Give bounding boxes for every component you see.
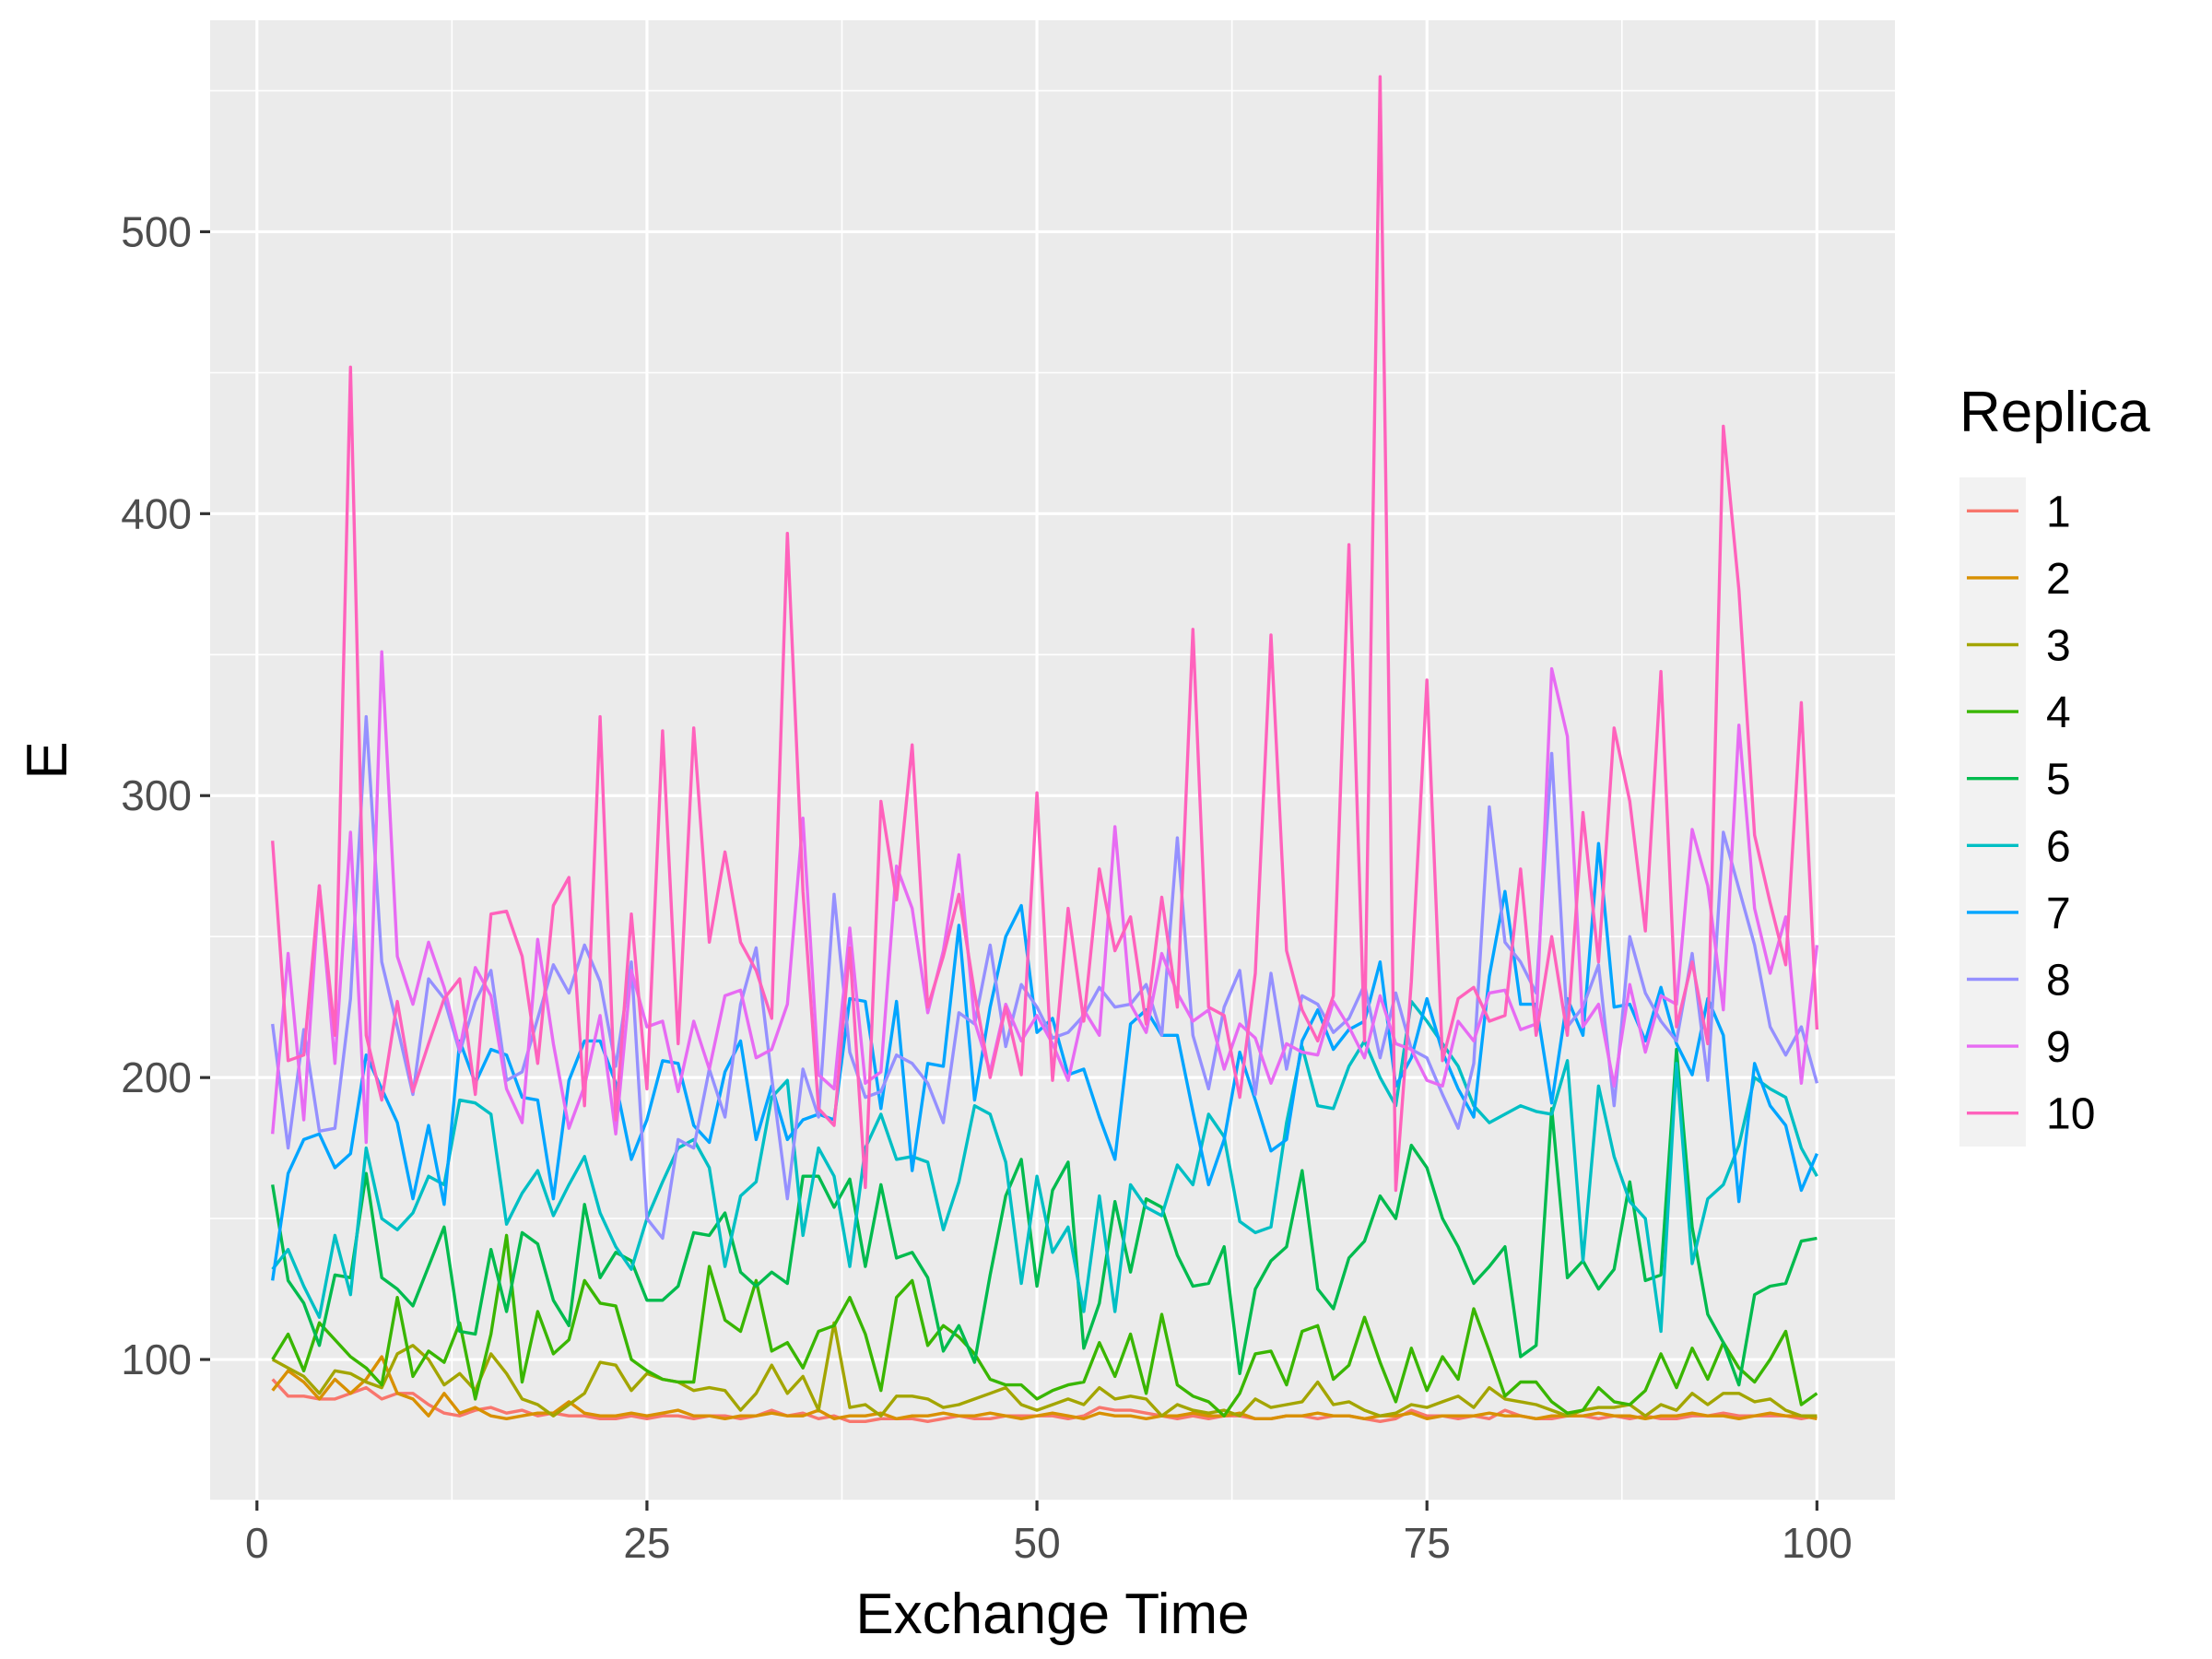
legend-label-replica-1: 1 [2046, 488, 2071, 536]
series-lines [271, 75, 1819, 1424]
y-tick-label: 300 [121, 771, 192, 819]
plot-panel [210, 20, 1895, 1500]
series-line-replica-2 [271, 1355, 1818, 1421]
minor-gridlines [210, 20, 1895, 1501]
legend-label-replica-6: 6 [2046, 822, 2071, 871]
series-line-replica-5 [271, 1047, 1818, 1387]
legend-label-replica-5: 5 [2046, 756, 2071, 805]
x-axis-title: Exchange Time [855, 1583, 1249, 1646]
series-line-replica-6 [271, 999, 1818, 1334]
x-tick-label: 50 [1013, 1519, 1060, 1567]
y-axis-title: E [16, 741, 79, 779]
legend-key-background [1959, 477, 2026, 1147]
legend-label-replica-4: 4 [2046, 688, 2071, 737]
series-line-replica-3 [271, 1321, 1818, 1418]
series-line-replica-10 [271, 75, 1819, 1193]
y-tick-label: 200 [121, 1053, 192, 1101]
legend-label-replica-8: 8 [2046, 957, 2071, 1006]
x-tick-label: 100 [1782, 1519, 1853, 1567]
legend-label-replica-7: 7 [2046, 889, 2071, 938]
legend-label-replica-3: 3 [2046, 622, 2071, 671]
axes: 0 25 50 75 100 100 200 300 400 500 [121, 207, 1852, 1567]
x-tick-label: 75 [1404, 1519, 1451, 1567]
series-line-replica-9 [271, 650, 1819, 1145]
series-line-replica-4 [271, 1233, 1818, 1418]
legend-label-replica-9: 9 [2046, 1023, 2071, 1072]
legend: Replica 1 2 3 4 5 6 7 8 9 10 [1959, 381, 2150, 1147]
y-tick-label: 100 [121, 1335, 192, 1383]
y-tick-label: 500 [121, 207, 192, 255]
x-tick-label: 0 [245, 1519, 269, 1567]
legend-title: Replica [1959, 381, 2150, 444]
y-tick-label: 400 [121, 489, 192, 537]
x-tick-label: 25 [623, 1519, 670, 1567]
legend-label-replica-10: 10 [2046, 1090, 2095, 1139]
legend-label-replica-2: 2 [2046, 555, 2071, 604]
